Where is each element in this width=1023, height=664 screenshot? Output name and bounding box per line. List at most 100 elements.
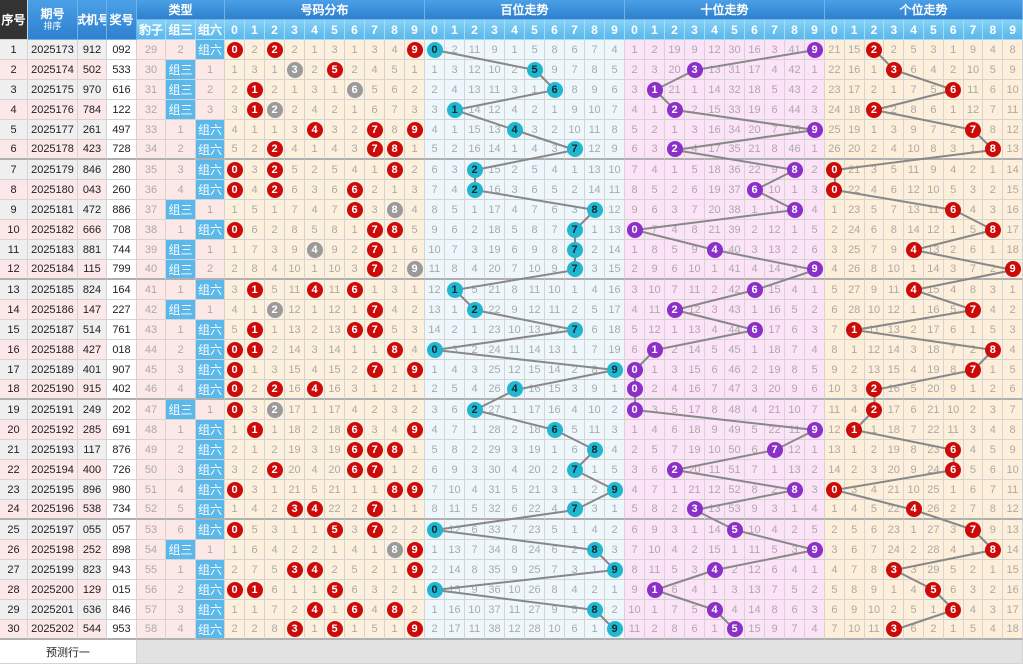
shi-cell: 11: [645, 560, 665, 580]
shi-cell: 10: [785, 400, 805, 420]
bai-cell: 4: [565, 400, 585, 420]
bai-cell: 6: [605, 80, 625, 100]
dist-ball: 1: [246, 581, 263, 598]
dist-cell: 2: [385, 260, 405, 280]
dist-cell: 2: [385, 380, 405, 400]
ge-cell: 25: [844, 240, 865, 260]
ge-cell: 1: [924, 600, 944, 620]
type-omission: 1: [166, 120, 196, 140]
row-issue: 2025198: [28, 540, 78, 560]
dist-cell: 5: [405, 220, 425, 240]
row-seq: 19: [0, 400, 28, 420]
dist-cell: 2: [225, 80, 245, 100]
row-issue: 2025192: [28, 420, 78, 440]
ge-cell: 21: [884, 480, 905, 500]
shi-cell: 2: [765, 480, 785, 500]
bai-cell: 3: [505, 80, 525, 100]
shi-cell: 2: [805, 80, 825, 100]
shi-cell: 34: [725, 120, 745, 140]
type-omission: 2: [166, 40, 196, 60]
shi-cell: 14: [705, 80, 725, 100]
ge-cell: 5: [943, 560, 964, 580]
ge-ball: 4: [905, 281, 922, 298]
ge-cell: 5: [1003, 360, 1023, 380]
bai-cell: 5: [545, 520, 565, 540]
shi-cell: 6: [805, 380, 825, 400]
row-draw-number: 402: [107, 380, 137, 400]
shi-cell: 4: [805, 340, 825, 360]
sort-toggle[interactable]: 排序: [43, 20, 62, 31]
dist-cell: 2: [265, 220, 285, 240]
header-issue-sort[interactable]: 期号 排序: [28, 0, 78, 40]
bai-cell: 16: [525, 380, 545, 400]
row-draw-number: 876: [107, 440, 137, 460]
type-omission: 44: [137, 340, 166, 360]
dist-cell: 1: [345, 220, 365, 240]
bai-cell: 3: [505, 440, 525, 460]
type-omission: 46: [137, 380, 166, 400]
bai-cell: 10: [485, 60, 505, 80]
ge-cell: 4: [983, 300, 1004, 320]
shi-cell: 20: [765, 380, 785, 400]
dist-cell: 6: [345, 440, 365, 460]
dist-cell: 5: [345, 560, 365, 580]
bai-cell: 15: [545, 380, 565, 400]
bai-cell: 16: [445, 600, 465, 620]
dist-cell: 17: [325, 400, 345, 420]
shi-cell: 19: [705, 180, 725, 200]
ge-ball: 1: [846, 321, 863, 338]
dist-cell: 4: [385, 420, 405, 440]
bai-cell: 5: [565, 420, 585, 440]
ge-ball: 3: [885, 561, 902, 578]
ge-cell: 17: [844, 80, 865, 100]
row-draw-number: 164: [107, 280, 137, 300]
dist-ball: 9: [406, 361, 423, 378]
shi-cell: 12: [745, 560, 765, 580]
bai-cell: 9: [485, 40, 505, 60]
ge-cell: 25: [924, 480, 944, 500]
shi-cell: 6: [805, 240, 825, 260]
bai-cell: 10: [545, 620, 565, 640]
bai-ball: 8: [586, 601, 603, 618]
ge-cell: 8: [1003, 40, 1023, 60]
ge-cell: 9: [963, 40, 984, 60]
dist-cell: 2: [385, 520, 405, 540]
row-issue: 2025201: [28, 600, 78, 620]
ge-cell: 3: [904, 560, 924, 580]
bai-cell: 11: [545, 300, 565, 320]
bai-cell: 8: [425, 200, 445, 220]
bai-cell: 1: [445, 280, 465, 300]
ge-cell: 10: [884, 260, 905, 280]
dist-cell: 12: [325, 300, 345, 320]
ge-cell: 9: [1003, 60, 1023, 80]
row-draw-number: 943: [107, 560, 137, 580]
bai-ball: 6: [546, 81, 563, 98]
ge-cell: 8: [844, 580, 865, 600]
ge-cell: 7: [864, 540, 885, 560]
ge-cell: 8: [943, 360, 964, 380]
shi-cell: 20: [745, 120, 765, 140]
dist-cell: 7: [365, 500, 385, 520]
bai-cell: 5: [605, 60, 625, 80]
bai-cell: 1: [585, 460, 605, 480]
shi-cell: 0: [625, 380, 645, 400]
bai-cell: 12: [605, 200, 625, 220]
shi-cell: 8: [685, 220, 705, 240]
dist-cell: 1: [245, 300, 265, 320]
ge-cell: 13: [924, 240, 944, 260]
shi-cell: 45: [785, 120, 805, 140]
ge-cell: 15: [884, 360, 905, 380]
shi-cell: 36: [725, 160, 745, 180]
row-seq: 8: [0, 180, 28, 200]
bai-cell: 7: [605, 100, 625, 120]
shi-cell: 1: [665, 160, 685, 180]
dist-cell: 8: [385, 440, 405, 460]
ge-cell: 15: [1003, 180, 1023, 200]
shi-cell: 16: [705, 120, 725, 140]
dist-ball: 2: [266, 181, 283, 198]
shi-cell: 6: [745, 440, 765, 460]
row-test-number: 502: [78, 60, 107, 80]
dist-cell: 1: [365, 540, 385, 560]
bai-cell: 11: [445, 500, 465, 520]
dist-cell: 2: [285, 100, 305, 120]
